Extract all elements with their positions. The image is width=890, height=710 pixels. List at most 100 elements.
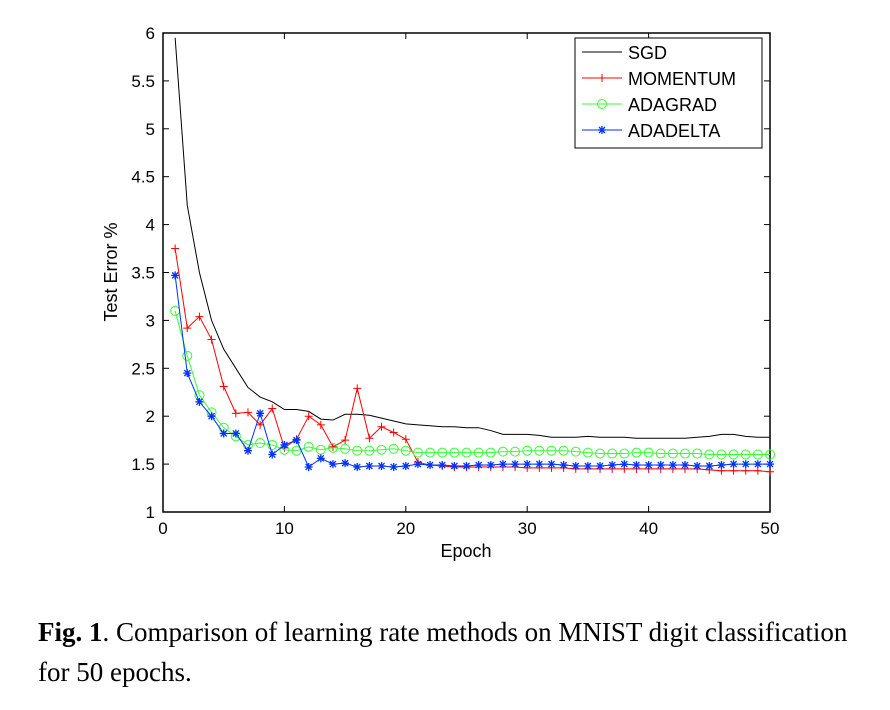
star-marker (438, 461, 447, 470)
star-marker (231, 429, 240, 438)
series-momentum (171, 244, 774, 476)
circle-marker (607, 448, 618, 459)
star-marker (598, 126, 606, 134)
circle-marker (449, 447, 460, 458)
circle-marker (340, 443, 351, 454)
x-tick-label: 40 (639, 519, 658, 538)
x-tick-label: 20 (396, 519, 415, 538)
star-marker (304, 462, 313, 471)
star-marker (413, 460, 422, 469)
star-marker (389, 462, 398, 471)
plus-marker (256, 420, 265, 429)
y-tick-label: 2 (146, 407, 155, 426)
circle-marker (752, 449, 763, 460)
y-tick-label: 1 (146, 503, 155, 522)
star-marker (523, 460, 532, 469)
circle-marker (315, 444, 326, 455)
plus-marker (365, 434, 374, 443)
circle-marker (619, 448, 630, 459)
y-tick-label: 3 (146, 311, 155, 330)
y-tick-label: 4 (146, 216, 155, 235)
circle-marker (534, 445, 545, 456)
legend-label: SGD (628, 43, 667, 63)
plus-marker (353, 384, 362, 393)
circle-marker (303, 441, 314, 452)
x-tick-label: 0 (158, 519, 167, 538)
plus-marker (598, 74, 606, 82)
circle-marker (558, 445, 569, 456)
plus-marker (729, 466, 738, 475)
y-tick-label: 5.5 (131, 72, 155, 91)
y-axis-label: Test Error % (101, 222, 121, 321)
star-marker (668, 461, 677, 470)
circle-marker (425, 447, 436, 458)
circle-marker (352, 445, 363, 456)
star-marker (219, 429, 228, 438)
y-tick-label: 2.5 (131, 359, 155, 378)
star-marker (547, 460, 556, 469)
star-marker (486, 461, 495, 470)
star-marker (377, 462, 386, 471)
x-tick-label: 30 (518, 519, 537, 538)
series-adagrad (170, 305, 775, 460)
circle-marker (546, 445, 557, 456)
star-marker (498, 460, 507, 469)
star-marker (401, 462, 410, 471)
y-tick-label: 6 (146, 24, 155, 43)
star-marker (632, 461, 641, 470)
plus-marker (328, 442, 337, 451)
star-marker (559, 461, 568, 470)
star-marker (292, 436, 301, 445)
plus-marker (207, 335, 216, 344)
circle-marker (485, 447, 496, 458)
circle-marker (400, 445, 411, 456)
plus-marker (766, 467, 774, 476)
plus-marker (231, 409, 240, 418)
star-marker (243, 446, 252, 455)
star-marker (741, 460, 750, 469)
x-tick-label: 50 (761, 519, 780, 538)
plus-marker (219, 382, 228, 391)
circle-marker (667, 448, 678, 459)
star-marker (705, 462, 714, 471)
star-marker (729, 460, 738, 469)
plus-marker (195, 312, 204, 321)
star-marker (328, 460, 337, 469)
plus-marker (183, 324, 192, 333)
star-marker (268, 450, 277, 459)
circle-marker (267, 439, 278, 450)
circle-marker (597, 99, 607, 109)
star-marker (353, 462, 362, 471)
star-marker (571, 462, 580, 471)
circle-marker (510, 446, 521, 457)
star-marker (656, 461, 665, 470)
plus-marker (268, 404, 277, 413)
plus-marker (753, 466, 762, 475)
x-axis-label: Epoch (440, 541, 491, 561)
circle-marker (692, 448, 703, 459)
caption-label: Fig. 1 (38, 617, 103, 647)
figure-caption: Fig. 1. Comparison of learning rate meth… (38, 612, 868, 692)
plus-marker (741, 466, 750, 475)
circle-marker (716, 449, 727, 460)
circle-marker (376, 444, 387, 455)
circle-marker (643, 447, 654, 458)
plus-marker (401, 435, 410, 444)
legend-label: MOMENTUM (628, 69, 736, 89)
circle-marker (765, 449, 775, 460)
star-marker (341, 459, 350, 468)
circle-marker (582, 447, 593, 458)
star-marker (256, 409, 265, 418)
circle-marker (182, 350, 193, 361)
circle-marker (461, 447, 472, 458)
circle-marker (473, 447, 484, 458)
plus-marker (243, 408, 252, 417)
circle-marker (728, 449, 739, 460)
legend-label: ADAGRAD (628, 95, 717, 115)
series-line (174, 310, 770, 456)
plus-marker (304, 412, 313, 421)
star-marker (620, 460, 629, 469)
caption-text: . Comparison of learning rate methods on… (38, 617, 848, 687)
star-marker (608, 461, 617, 470)
circle-marker (255, 438, 266, 449)
